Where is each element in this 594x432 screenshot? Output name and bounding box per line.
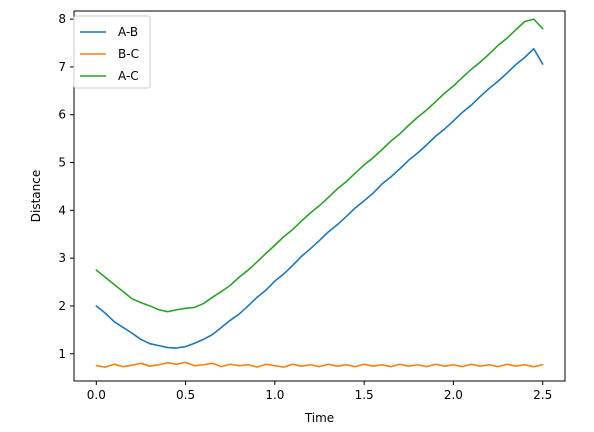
plot-frame [73,10,566,382]
series-line-a-c [95,18,544,313]
y-tick-label: 6 [58,108,66,122]
y-ticks: 1 2 3 4 5 6 7 8 [58,12,74,361]
series-line-b-c [95,361,544,368]
x-tick-label: 2.0 [444,388,463,402]
legend-items: A-B B-C A-C [80,25,139,83]
legend: A-B B-C A-C [73,15,151,89]
y-tick-label: 3 [58,251,66,265]
x-tick-label: 2.5 [533,388,552,402]
y-axis-label: Distance [29,170,43,222]
x-axis-label: Time [304,411,334,425]
y-tick-label: 2 [58,299,66,313]
series-layer [95,18,544,368]
y-tick-label: 7 [58,60,66,74]
series-line-a-b [95,47,544,349]
legend-label-a-b: A-B [118,25,138,39]
x-ticks: 0.0 0.5 1.0 1.5 2.0 2.5 [87,381,552,402]
x-tick-label: 0.0 [87,388,106,402]
plot-background [74,11,565,381]
y-tick-label: 4 [58,203,66,217]
y-tick-label: 8 [58,12,66,26]
x-tick-label: 1.5 [355,388,374,402]
x-tick-label: 0.5 [176,388,195,402]
x-tick-label: 1.0 [265,388,284,402]
legend-label-a-c: A-C [118,69,139,83]
y-tick-label: 5 [58,156,66,170]
legend-label-b-c: B-C [118,47,139,61]
y-tick-label: 1 [58,347,66,361]
legend-box [73,15,151,89]
